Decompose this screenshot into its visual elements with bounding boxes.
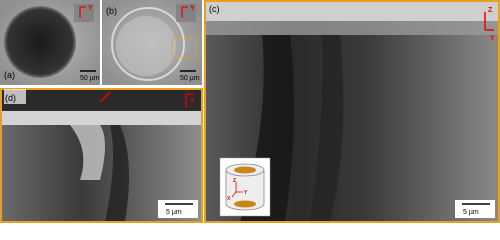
inset-axis-label: X: [227, 196, 231, 202]
scale-bar-label: 50 µm: [80, 75, 100, 82]
panel-b: Y (b) 50 µm: [102, 0, 202, 85]
panel-label: (a): [4, 70, 15, 80]
axis-label: Y: [190, 5, 195, 12]
scale-bar-label: 50 µm: [180, 75, 200, 82]
inset-axis-label: Y: [244, 190, 248, 196]
axis-label: Y: [88, 5, 93, 12]
scale-bar-label: 5 µm: [166, 209, 182, 216]
figure: Y (a) 50 µm Y (b) 50 µm (c) Z Y 5 µm: [0, 0, 500, 223]
panel-label-shadow: (d): [5, 93, 16, 103]
panel-label: (b): [106, 6, 117, 16]
axis-label: Y: [490, 35, 495, 42]
panel-label: (c): [209, 4, 220, 14]
axis-label: Y: [190, 98, 195, 105]
panel-a: Y (a) 50 µm: [0, 0, 100, 85]
inset-axis-label: Z: [233, 178, 236, 184]
axis-label: Z: [488, 7, 493, 14]
inset: Z X Y: [219, 157, 271, 217]
scale-bar-label: 5 µm: [463, 209, 479, 216]
panel-d: (d) (d) Y 5 µm: [0, 88, 203, 223]
panel-c: (c) Z Y 5 µm Z X Y: [204, 0, 500, 223]
